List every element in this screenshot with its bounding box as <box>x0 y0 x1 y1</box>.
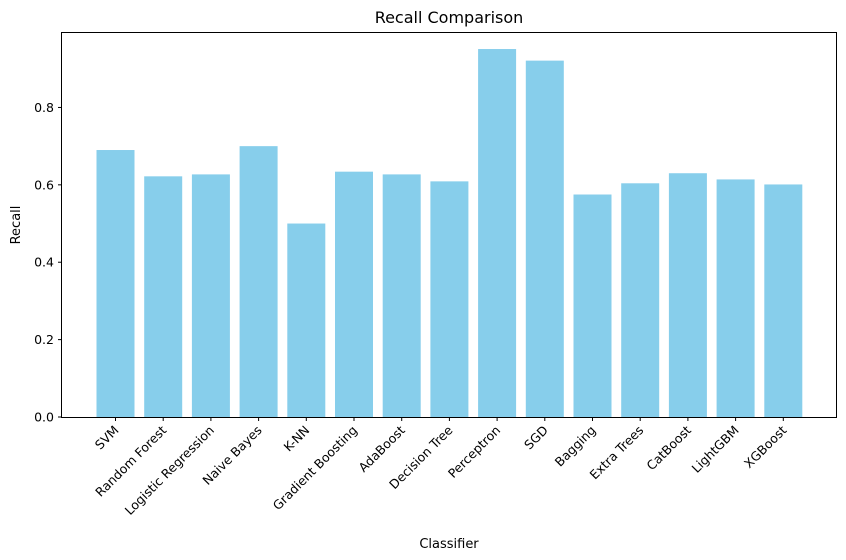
x-tick-label: XGBoost <box>741 422 790 471</box>
x-tick-label: Logistic Regression <box>122 423 217 518</box>
y-axis-label: Recall <box>9 206 24 245</box>
bar-sgd <box>525 60 564 417</box>
bar-perceptron <box>478 49 517 417</box>
bar-catboost <box>668 173 707 417</box>
bar-adaboost <box>382 174 421 417</box>
x-tick-label: LightGBM <box>689 423 742 476</box>
x-tick-label: Gradient Boosting <box>270 423 361 514</box>
bar-gradient-boosting <box>335 171 373 417</box>
x-tick-label: Bagging <box>552 423 599 470</box>
bar-svm <box>96 150 135 417</box>
bar-xgboost <box>764 184 803 417</box>
x-axis-label: Classifier <box>419 537 479 552</box>
y-tick-label: 0.2 <box>34 332 54 347</box>
x-tick-label: K-NN <box>281 423 313 455</box>
bar-decision-tree <box>430 181 469 417</box>
bar-random-forest <box>144 176 183 417</box>
y-tick-label: 0.4 <box>34 255 54 270</box>
bar-extra-trees <box>621 183 660 417</box>
x-tick-label: SGD <box>521 423 551 453</box>
bar-k-nn <box>287 223 326 417</box>
bar-logistic-regression <box>191 174 230 417</box>
y-axis: 0.0 0.2 0.4 0.6 0.8 <box>34 100 62 425</box>
y-tick-label: 0.8 <box>34 100 54 115</box>
x-tick-label: SVM <box>92 423 122 453</box>
y-tick-label: 0.6 <box>34 177 54 192</box>
x-tick-label: CatBoost <box>643 422 694 473</box>
chart-title: Recall Comparison <box>375 8 524 27</box>
y-tick-label: 0.0 <box>34 410 54 425</box>
bar-lightgbm <box>716 179 755 417</box>
bars-group <box>96 49 803 417</box>
bar-naive-bayes <box>239 146 278 417</box>
bar-bagging <box>573 194 612 417</box>
